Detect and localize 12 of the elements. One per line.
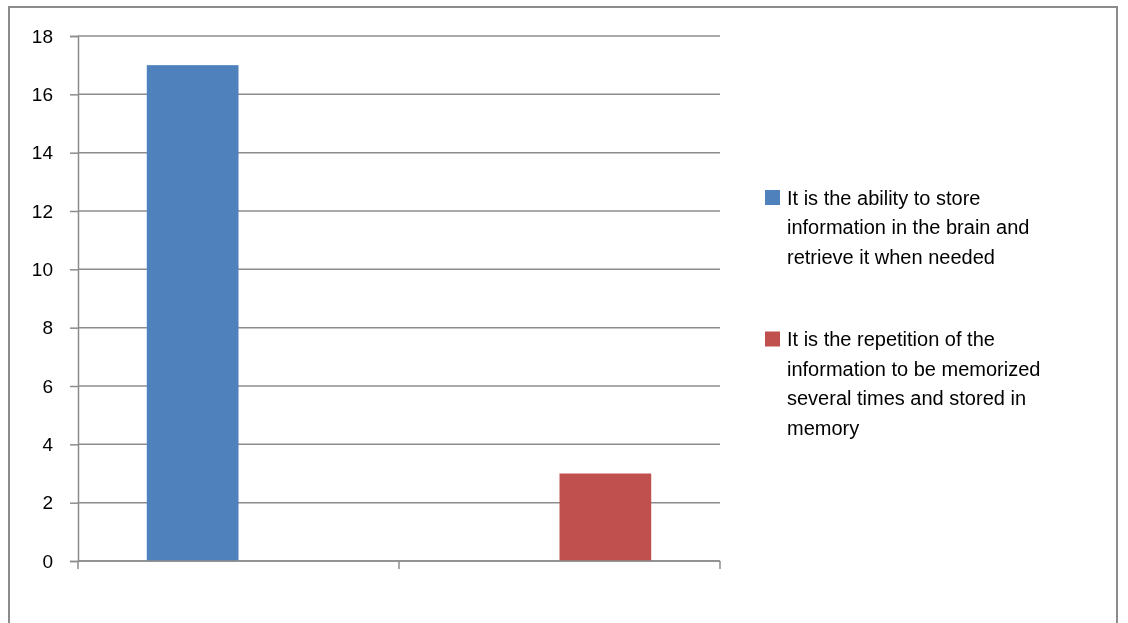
y-tick-label: 18 [31,25,53,47]
legend-label: It is the ability to store information in the brain and retrieve it when needed [787,186,1030,268]
y-tick-label: 16 [31,83,53,105]
y-tick-label: 8 [42,317,53,339]
y-tick-label: 6 [42,375,53,397]
y-tick-label: 2 [42,492,53,514]
y-tick-label: 12 [31,200,53,222]
y-tick-label: 4 [42,433,54,455]
legend-label: It is the repetition of the information to be memorized several times and stored in memory [787,328,1041,439]
y-tick-label: 0 [42,550,53,572]
y-tick-label: 10 [31,258,53,280]
y-tick-label: 14 [31,142,54,164]
